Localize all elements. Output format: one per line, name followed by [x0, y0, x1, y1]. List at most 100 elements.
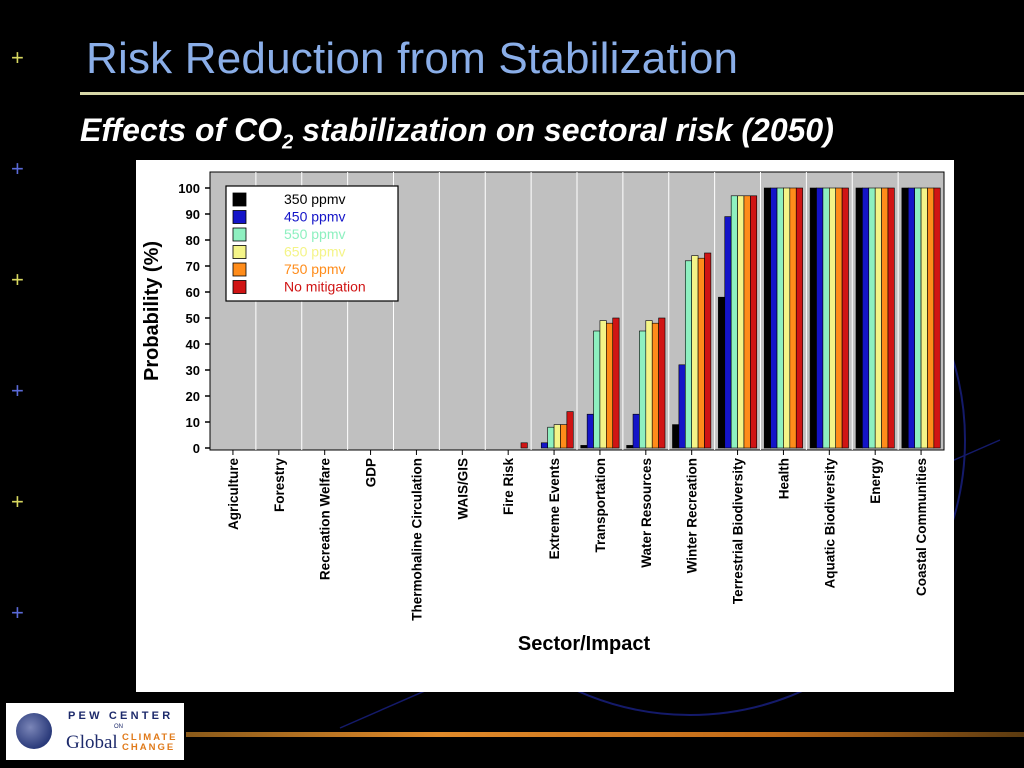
- bar: [841, 187, 849, 449]
- bullet-plus-5: +: [11, 489, 24, 514]
- bar: [612, 317, 620, 449]
- legend-label: 650 ppmv: [284, 244, 345, 260]
- y-tick-label: 30: [186, 363, 200, 378]
- x-tick-label: Agriculture: [226, 458, 241, 531]
- bar: [770, 187, 778, 449]
- bar: [678, 364, 686, 449]
- y-tick-label: 70: [186, 259, 200, 274]
- legend-swatch: [232, 280, 247, 294]
- bar: [750, 195, 758, 449]
- legend-label: 450 ppmv: [284, 209, 345, 225]
- y-tick-label: 100: [178, 181, 200, 196]
- bar: [816, 187, 824, 449]
- logo-on-text: ON: [114, 724, 123, 730]
- legend-swatch: [232, 192, 247, 207]
- y-axis-label: Probability (%): [141, 241, 163, 381]
- bar: [743, 195, 751, 449]
- bar: [645, 320, 653, 449]
- logo-climate-text: CLIMATE: [122, 732, 178, 743]
- logo-top-text: PEW CENTER: [68, 710, 174, 722]
- bar: [586, 413, 594, 449]
- y-tick-label: 50: [186, 311, 200, 326]
- bar: [829, 187, 837, 449]
- title-rule: [80, 92, 1024, 95]
- x-tick-label: Aquatic Biodiversity: [822, 458, 837, 589]
- x-tick-label: Extreme Events: [547, 458, 562, 559]
- logo-global-text: Global: [66, 732, 118, 753]
- x-tick-label: Energy: [868, 458, 883, 504]
- bullet-plus-4: +: [11, 378, 24, 403]
- x-tick-label: GDP: [364, 458, 379, 487]
- y-tick-label: 10: [186, 415, 200, 430]
- legend-swatch: [232, 262, 247, 277]
- bar: [809, 187, 817, 449]
- bullet-plus-3: +: [11, 267, 24, 292]
- bar: [553, 424, 561, 449]
- bar: [730, 195, 738, 449]
- subtitle-subscript: 2: [282, 131, 294, 154]
- bar: [580, 445, 588, 449]
- legend-label: 550 ppmv: [284, 226, 345, 242]
- bar-chart: 0 10 20 30 40 50 60 70 80 90 100 Probability (%) Agr…: [141, 171, 945, 655]
- bar: [718, 296, 726, 449]
- x-tick-label: Transportation: [593, 458, 608, 553]
- bar: [933, 187, 941, 449]
- chart-panel: 0 10 20 30 40 50 60 70 80 90 100 Probability (%) Agr…: [136, 160, 954, 692]
- slide-title: Risk Reduction from Stabilization: [86, 34, 739, 83]
- bar: [651, 322, 659, 449]
- bar: [862, 187, 870, 449]
- bar: [901, 187, 909, 449]
- bar: [566, 411, 574, 449]
- bar: [795, 187, 803, 449]
- bar: [599, 320, 607, 449]
- y-tick-label: 0: [193, 441, 200, 456]
- bar: [881, 187, 889, 449]
- legend-label: No mitigation: [284, 279, 366, 295]
- y-tick-label: 90: [186, 207, 200, 222]
- x-tick-label: Forestry: [272, 458, 287, 513]
- bar: [724, 216, 732, 449]
- subtitle-post: stabilization on sectoral risk (2050): [293, 112, 834, 148]
- logo-change-text: CHANGE: [122, 742, 176, 753]
- x-tick-label: Recreation Welfare: [318, 458, 333, 581]
- x-tick-label: Water Resources: [639, 458, 654, 568]
- bullet-plus-6: +: [11, 600, 24, 625]
- bar: [874, 187, 882, 449]
- legend-box: [225, 185, 399, 302]
- x-tick-label: Health: [776, 458, 791, 499]
- x-tick-label: Terrestrial Biodiversity: [731, 458, 746, 605]
- bar: [789, 187, 797, 449]
- subtitle-pre: Effects of CO: [80, 112, 283, 148]
- bar: [704, 252, 712, 449]
- bar: [547, 426, 555, 449]
- bar: [914, 187, 922, 449]
- bar: [868, 187, 876, 449]
- bar: [606, 322, 614, 449]
- pew-center-logo: PEW CENTER ON Global CLIMATE CHANGE: [6, 703, 184, 760]
- bar: [639, 330, 647, 449]
- bar: [697, 257, 705, 449]
- bottom-accent-bar: [186, 732, 1024, 737]
- bar: [763, 187, 771, 449]
- x-tick-label: Thermohaline Circulation: [409, 458, 424, 621]
- legend-swatch: [232, 210, 247, 224]
- bar: [855, 187, 863, 449]
- bar: [887, 187, 895, 449]
- bar: [907, 187, 915, 449]
- x-tick-label: Winter Recreation: [685, 458, 700, 573]
- bar: [658, 317, 666, 449]
- legend-swatch: [232, 245, 247, 259]
- bar: [920, 187, 928, 449]
- bar: [783, 187, 791, 449]
- legend-swatch: [232, 227, 247, 242]
- bar: [520, 442, 528, 449]
- bar: [672, 424, 680, 449]
- bar: [560, 424, 568, 449]
- bar: [927, 187, 935, 449]
- bar: [626, 445, 634, 449]
- bullet-plus-2: +: [11, 156, 24, 181]
- legend-label: 350 ppmv: [284, 191, 345, 207]
- slide-subtitle: Effects of CO2 stabilization on sectoral…: [80, 112, 834, 154]
- bar: [593, 330, 601, 449]
- bar: [822, 187, 830, 449]
